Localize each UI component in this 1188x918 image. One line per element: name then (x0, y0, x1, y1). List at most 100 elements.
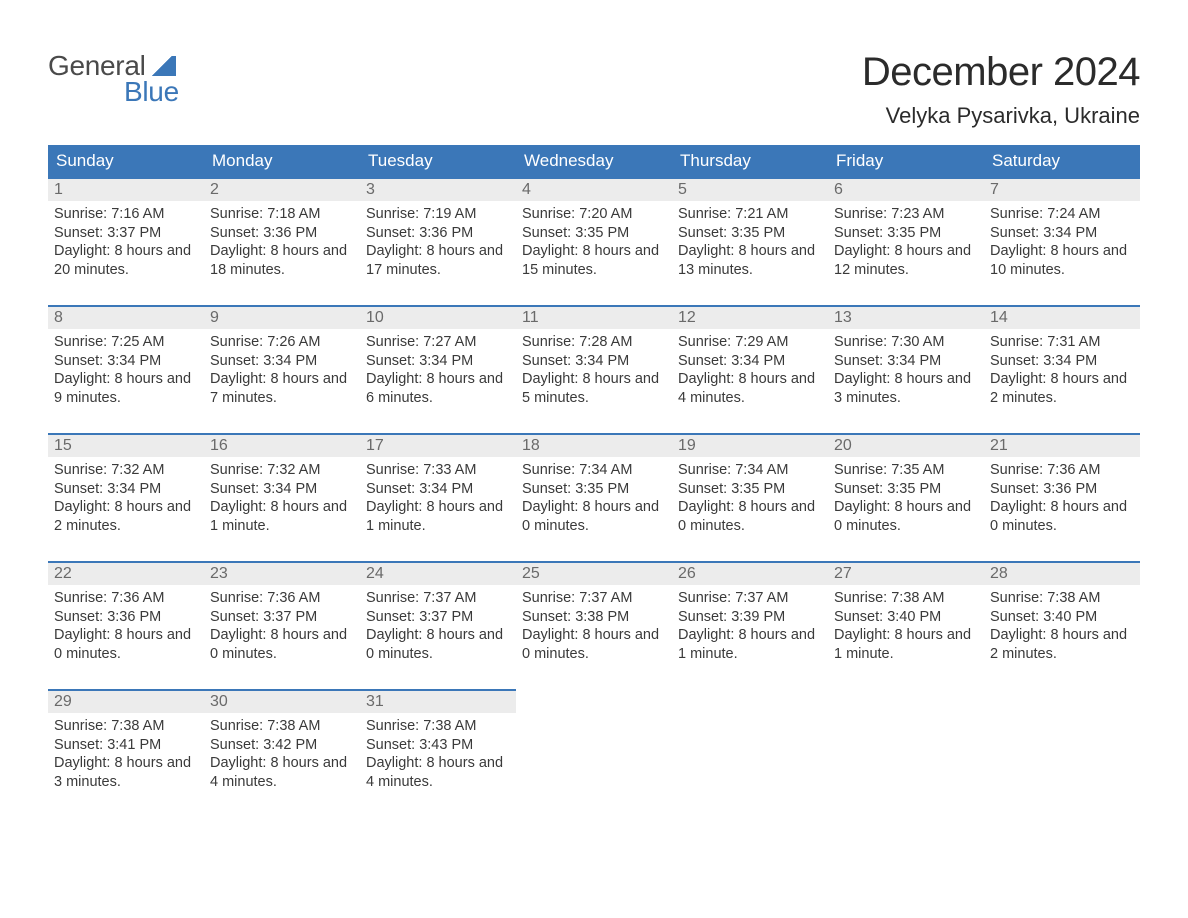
sunrise-line: Sunrise: 7:34 AM (678, 461, 822, 480)
sunset-value: 3:36 PM (1043, 481, 1097, 497)
day-body: Sunrise: 7:37 AMSunset: 3:39 PMDaylight:… (672, 585, 828, 669)
calendar-day-cell: 3Sunrise: 7:19 AMSunset: 3:36 PMDaylight… (360, 177, 516, 305)
sunset-label: Sunset: (54, 737, 103, 753)
calendar-day-cell: 14Sunrise: 7:31 AMSunset: 3:34 PMDayligh… (984, 305, 1140, 433)
sunrise-label: Sunrise: (54, 462, 107, 478)
sunrise-line: Sunrise: 7:30 AM (834, 333, 978, 352)
day-body: Sunrise: 7:38 AMSunset: 3:40 PMDaylight:… (828, 585, 984, 669)
sunrise-value: 7:36 AM (267, 590, 320, 606)
sunrise-line: Sunrise: 7:36 AM (54, 589, 198, 608)
calendar-day-cell: 26Sunrise: 7:37 AMSunset: 3:39 PMDayligh… (672, 561, 828, 689)
sunset-line: Sunset: 3:35 PM (678, 224, 822, 243)
sunset-value: 3:37 PM (263, 609, 317, 625)
day-wrap: 4Sunrise: 7:20 AMSunset: 3:35 PMDaylight… (516, 177, 672, 285)
day-number: 16 (204, 435, 360, 457)
day-number: 5 (672, 179, 828, 201)
header: General Blue December 2024 Velyka Pysari… (48, 50, 1140, 141)
sunset-line: Sunset: 3:36 PM (990, 480, 1134, 499)
sunrise-line: Sunrise: 7:37 AM (522, 589, 666, 608)
sunrise-value: 7:37 AM (423, 590, 476, 606)
day-wrap: 23Sunrise: 7:36 AMSunset: 3:37 PMDayligh… (204, 561, 360, 669)
sunset-value: 3:36 PM (419, 225, 473, 241)
sunset-value: 3:34 PM (263, 481, 317, 497)
calendar-day-cell: 27Sunrise: 7:38 AMSunset: 3:40 PMDayligh… (828, 561, 984, 689)
sunrise-label: Sunrise: (834, 590, 887, 606)
sunset-value: 3:37 PM (419, 609, 473, 625)
calendar-day-cell: 19Sunrise: 7:34 AMSunset: 3:35 PMDayligh… (672, 433, 828, 561)
daylight-label: Daylight: (678, 371, 734, 387)
sunset-value: 3:36 PM (107, 609, 161, 625)
day-body: Sunrise: 7:38 AMSunset: 3:42 PMDaylight:… (204, 713, 360, 797)
sunset-label: Sunset: (54, 353, 103, 369)
calendar-day-cell: 23Sunrise: 7:36 AMSunset: 3:37 PMDayligh… (204, 561, 360, 689)
daylight-line: Daylight: 8 hours and 15 minutes. (522, 242, 666, 279)
day-body: Sunrise: 7:36 AMSunset: 3:36 PMDaylight:… (984, 457, 1140, 541)
logo-sail-icon (148, 56, 176, 76)
sunset-value: 3:35 PM (887, 225, 941, 241)
calendar-day-cell (984, 689, 1140, 817)
day-number: 10 (360, 307, 516, 329)
sunrise-value: 7:36 AM (111, 590, 164, 606)
day-number: 14 (984, 307, 1140, 329)
daylight-line: Daylight: 8 hours and 0 minutes. (522, 626, 666, 663)
day-number: 17 (360, 435, 516, 457)
day-body: Sunrise: 7:37 AMSunset: 3:38 PMDaylight:… (516, 585, 672, 669)
sunrise-line: Sunrise: 7:36 AM (210, 589, 354, 608)
sunrise-line: Sunrise: 7:37 AM (366, 589, 510, 608)
daylight-label: Daylight: (834, 371, 890, 387)
day-number: 30 (204, 691, 360, 713)
sunrise-label: Sunrise: (210, 462, 263, 478)
day-wrap: 14Sunrise: 7:31 AMSunset: 3:34 PMDayligh… (984, 305, 1140, 413)
day-body: Sunrise: 7:18 AMSunset: 3:36 PMDaylight:… (204, 201, 360, 285)
sunrise-value: 7:19 AM (423, 206, 476, 222)
sunrise-label: Sunrise: (210, 206, 263, 222)
daylight-label: Daylight: (210, 371, 266, 387)
daylight-label: Daylight: (834, 499, 890, 515)
sunrise-value: 7:18 AM (267, 206, 320, 222)
calendar-day-cell: 6Sunrise: 7:23 AMSunset: 3:35 PMDaylight… (828, 177, 984, 305)
sunset-line: Sunset: 3:34 PM (990, 224, 1134, 243)
calendar-day-cell: 1Sunrise: 7:16 AMSunset: 3:37 PMDaylight… (48, 177, 204, 305)
calendar-day-cell: 4Sunrise: 7:20 AMSunset: 3:35 PMDaylight… (516, 177, 672, 305)
day-body: Sunrise: 7:27 AMSunset: 3:34 PMDaylight:… (360, 329, 516, 413)
day-number: 9 (204, 307, 360, 329)
daylight-line: Daylight: 8 hours and 1 minute. (834, 626, 978, 663)
calendar-thead: SundayMondayTuesdayWednesdayThursdayFrid… (48, 145, 1140, 177)
day-number: 24 (360, 563, 516, 585)
daylight-label: Daylight: (54, 755, 110, 771)
day-body: Sunrise: 7:16 AMSunset: 3:37 PMDaylight:… (48, 201, 204, 285)
day-wrap: 7Sunrise: 7:24 AMSunset: 3:34 PMDaylight… (984, 177, 1140, 285)
day-wrap: 5Sunrise: 7:21 AMSunset: 3:35 PMDaylight… (672, 177, 828, 285)
sunrise-line: Sunrise: 7:28 AM (522, 333, 666, 352)
day-number: 26 (672, 563, 828, 585)
sunset-value: 3:36 PM (263, 225, 317, 241)
daylight-line: Daylight: 8 hours and 9 minutes. (54, 370, 198, 407)
sunrise-label: Sunrise: (366, 462, 419, 478)
sunset-line: Sunset: 3:42 PM (210, 736, 354, 755)
sunrise-line: Sunrise: 7:23 AM (834, 205, 978, 224)
sunrise-line: Sunrise: 7:36 AM (990, 461, 1134, 480)
day-wrap: 25Sunrise: 7:37 AMSunset: 3:38 PMDayligh… (516, 561, 672, 669)
sunset-line: Sunset: 3:40 PM (990, 608, 1134, 627)
day-body: Sunrise: 7:33 AMSunset: 3:34 PMDaylight:… (360, 457, 516, 541)
calendar-day-cell (516, 689, 672, 817)
day-wrap: 21Sunrise: 7:36 AMSunset: 3:36 PMDayligh… (984, 433, 1140, 541)
day-wrap: 3Sunrise: 7:19 AMSunset: 3:36 PMDaylight… (360, 177, 516, 285)
day-body: Sunrise: 7:31 AMSunset: 3:34 PMDaylight:… (984, 329, 1140, 413)
day-number: 13 (828, 307, 984, 329)
sunset-label: Sunset: (990, 481, 1039, 497)
sunrise-label: Sunrise: (834, 334, 887, 350)
calendar-day-cell: 25Sunrise: 7:37 AMSunset: 3:38 PMDayligh… (516, 561, 672, 689)
sunset-line: Sunset: 3:35 PM (678, 480, 822, 499)
sunset-line: Sunset: 3:34 PM (54, 352, 198, 371)
sunrise-value: 7:36 AM (1047, 462, 1100, 478)
sunrise-label: Sunrise: (990, 462, 1043, 478)
sunrise-label: Sunrise: (366, 718, 419, 734)
sunrise-value: 7:31 AM (1047, 334, 1100, 350)
day-body: Sunrise: 7:35 AMSunset: 3:35 PMDaylight:… (828, 457, 984, 541)
sunset-label: Sunset: (522, 225, 571, 241)
sunrise-label: Sunrise: (834, 206, 887, 222)
calendar-day-cell: 9Sunrise: 7:26 AMSunset: 3:34 PMDaylight… (204, 305, 360, 433)
day-wrap: 19Sunrise: 7:34 AMSunset: 3:35 PMDayligh… (672, 433, 828, 541)
day-body: Sunrise: 7:29 AMSunset: 3:34 PMDaylight:… (672, 329, 828, 413)
